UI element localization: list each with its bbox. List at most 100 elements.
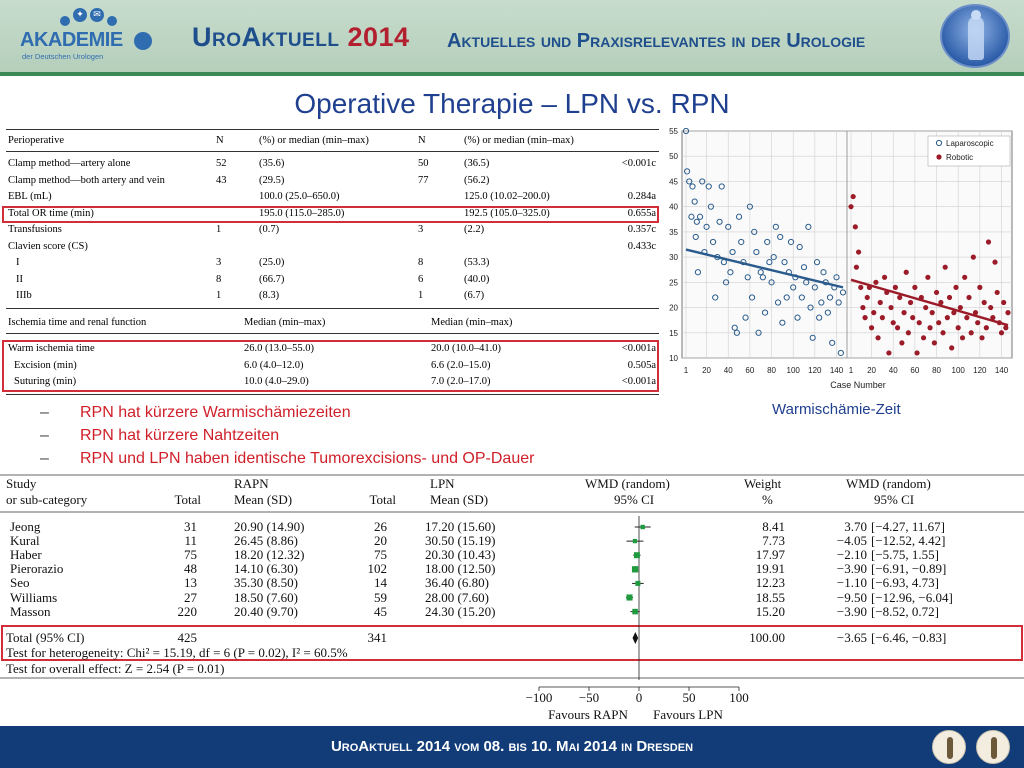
conference-title: UroAktuell 2014 <box>192 22 410 53</box>
forest-study-name: Masson <box>10 603 51 619</box>
robotic-point <box>925 274 931 280</box>
table-cell: 52 <box>216 158 227 169</box>
laparoscopic-point <box>781 259 788 266</box>
robotic-point <box>879 315 885 321</box>
forest-study-name: Williams <box>10 589 58 605</box>
forest-cell: 14.10 (6.30) <box>234 561 298 577</box>
table-cell: 8 <box>418 257 424 268</box>
forest-study-name: Kural <box>10 533 40 549</box>
forest-weight: 7.73 <box>762 533 785 549</box>
robotic-point <box>901 310 907 316</box>
forest-cell: 13 <box>184 575 197 591</box>
robotic-point <box>886 350 892 356</box>
laparoscopic-point <box>796 243 803 251</box>
forest-wmd: −3.90 <box>836 603 867 619</box>
robotic-point <box>990 315 996 321</box>
study-effect-square <box>632 608 638 615</box>
table-cell: 6 <box>418 273 424 285</box>
forest-ci: [−4.27, 11.67] <box>871 519 946 534</box>
laparoscopic-point <box>774 299 782 306</box>
logo-dot-icon: ✦ <box>73 8 87 22</box>
x-tick-label: 120 <box>973 366 987 375</box>
forest-wmd: 3.70 <box>844 519 867 534</box>
bullet-item: – RPN und LPN haben identische Tumorexcis… <box>40 450 534 473</box>
robotic-point <box>1005 310 1011 316</box>
table-rule <box>6 394 659 395</box>
study-effect-square <box>635 580 641 586</box>
logo-emblem-icon <box>134 32 152 50</box>
laparoscopic-point <box>731 324 738 331</box>
logo-dot-icon <box>60 16 70 26</box>
footer-text: UroAktuell 2014 vom 08. bis 10. Mai 2014… <box>330 738 694 755</box>
table-cell: 6.0 (4.0–12.0) <box>244 359 304 371</box>
slide-title: Operative Therapie – LPN vs. RPN <box>294 88 730 119</box>
study-effect-square <box>633 552 640 559</box>
forest-weight: 17.97 <box>755 547 785 563</box>
robotic-point <box>888 304 894 311</box>
forest-header: Weight <box>744 476 782 491</box>
table-row-label: Transfusions <box>8 224 62 235</box>
table-cell: (6.7) <box>464 290 485 301</box>
robotic-point <box>875 335 881 341</box>
y-tick-label: 50 <box>669 152 678 161</box>
table-cell: 7.0 (2.0–17.0) <box>431 376 491 387</box>
forest-total-label: Total (95% CI) <box>6 630 85 645</box>
bullet-text: RPN und LPN haben identische Tumorexcisi… <box>80 450 535 467</box>
y-tick-label: 30 <box>669 253 678 262</box>
robotic-point <box>964 315 970 321</box>
table-header: Median (min–max) <box>431 317 513 328</box>
laparoscopic-point <box>727 269 734 276</box>
robotic-point <box>977 284 983 290</box>
robotic-point <box>912 284 918 290</box>
robotic-point <box>985 239 992 245</box>
forest-heterogeneity: Test for heterogeneity: Chi² = 15.19, df… <box>6 645 348 660</box>
robotic-point <box>927 325 933 331</box>
table-rule <box>6 129 659 130</box>
forest-ci: [−12.52, 4.42] <box>871 533 946 549</box>
laparoscopic-point <box>682 127 690 135</box>
table-row-label: Clamp method—both artery and vein <box>8 174 165 186</box>
conference-name: UroAktuell <box>192 22 340 52</box>
forest-cell: 31 <box>184 519 197 534</box>
table-cell: (66.7) <box>259 273 285 285</box>
x-tick-label: 140 <box>995 366 1009 375</box>
laparoscopic-point <box>742 314 749 321</box>
robotic-point <box>929 310 935 316</box>
laparoscopic-point <box>757 269 764 276</box>
table-row-label: Clamp method—artery alone <box>8 158 131 169</box>
laparoscopic-point <box>764 238 771 246</box>
highlight-box <box>1 625 1023 661</box>
table-header: Median (min–max) <box>244 317 326 328</box>
robotic-point <box>860 304 866 311</box>
laparoscopic-point <box>735 213 743 220</box>
y-tick-label: 45 <box>669 177 678 186</box>
figure-body <box>968 16 984 60</box>
forest-cell: 18.20 (12.32) <box>234 547 305 563</box>
conference-year: 2014 <box>347 22 410 52</box>
forest-weight: 19.91 <box>755 561 785 577</box>
y-tick-label: 20 <box>669 304 678 313</box>
y-tick-label: 10 <box>669 354 678 363</box>
laparoscopic-point <box>794 314 801 321</box>
footer-logo-icon <box>976 730 1010 764</box>
x-tick-label: 1 <box>849 366 854 375</box>
robotic-point <box>916 320 922 326</box>
laparoscopic-point <box>705 183 712 190</box>
laparoscopic-point <box>777 233 784 241</box>
forest-cell: 341 <box>367 630 388 645</box>
x-tick-label: 60 <box>745 366 754 375</box>
laparoscopic-point <box>813 259 821 266</box>
study-effect-square <box>626 594 633 601</box>
forest-cell: 18.00 (12.50) <box>425 561 496 577</box>
x-tick-label: 100 <box>787 366 801 375</box>
forest-ci: [−5.75, 1.55] <box>871 547 939 563</box>
laparoscopic-point <box>683 168 691 175</box>
table-rule <box>6 151 659 152</box>
study-effect-square <box>640 524 645 530</box>
robotic-point <box>966 294 972 301</box>
table-header: Ischemia time and renal function <box>8 317 147 328</box>
robotic-point <box>988 304 994 311</box>
table-pvalue: <0.001a <box>621 376 656 387</box>
forest-header: Study <box>6 476 37 491</box>
table-pvalue: 0.433c <box>627 240 656 252</box>
